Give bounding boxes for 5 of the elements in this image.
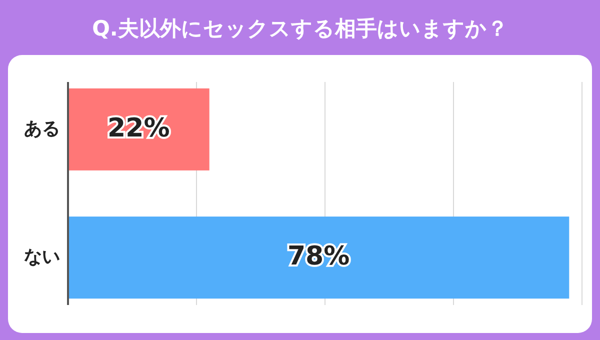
data-label: 78%	[287, 242, 350, 272]
chart-title: Q.夫以外にセックスする相手はいますか？	[92, 16, 508, 41]
y-tick-label: ない	[24, 246, 60, 268]
data-label: 22%	[108, 114, 170, 144]
y-tick-label: ある	[24, 118, 60, 140]
